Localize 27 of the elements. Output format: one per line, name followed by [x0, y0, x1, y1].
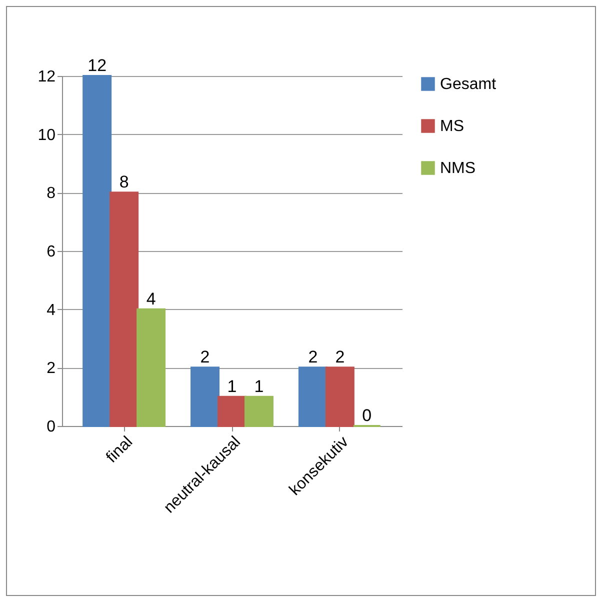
data-label: 12	[88, 56, 107, 75]
y-tick-label: 0	[46, 418, 56, 436]
data-label: 2	[335, 348, 345, 367]
bar	[325, 366, 354, 427]
y-tick-label: 2	[46, 360, 56, 378]
y-tick-label: 8	[46, 185, 56, 202]
data-label: 1	[227, 376, 237, 396]
bar	[136, 308, 166, 427]
data-label: 4	[146, 289, 156, 308]
y-tick-label: 4	[46, 302, 56, 319]
y-tick-label: 6	[46, 244, 56, 260]
data-label: 1	[254, 376, 264, 396]
bar	[298, 366, 328, 427]
data-label: 0	[362, 406, 372, 425]
y-tick-label: 12	[38, 68, 56, 86]
legend-label: Gesamt	[440, 76, 497, 93]
bar	[110, 192, 139, 427]
legend-label: NMS	[440, 160, 476, 177]
legend-label: MS	[440, 118, 464, 135]
y-tick-label: 10	[38, 126, 56, 144]
data-label: 2	[308, 348, 318, 367]
bar	[244, 396, 274, 427]
data-label: 2	[200, 348, 210, 367]
data-label: 8	[119, 172, 129, 192]
bar	[218, 396, 246, 427]
bar	[190, 366, 220, 427]
bar	[82, 75, 112, 427]
